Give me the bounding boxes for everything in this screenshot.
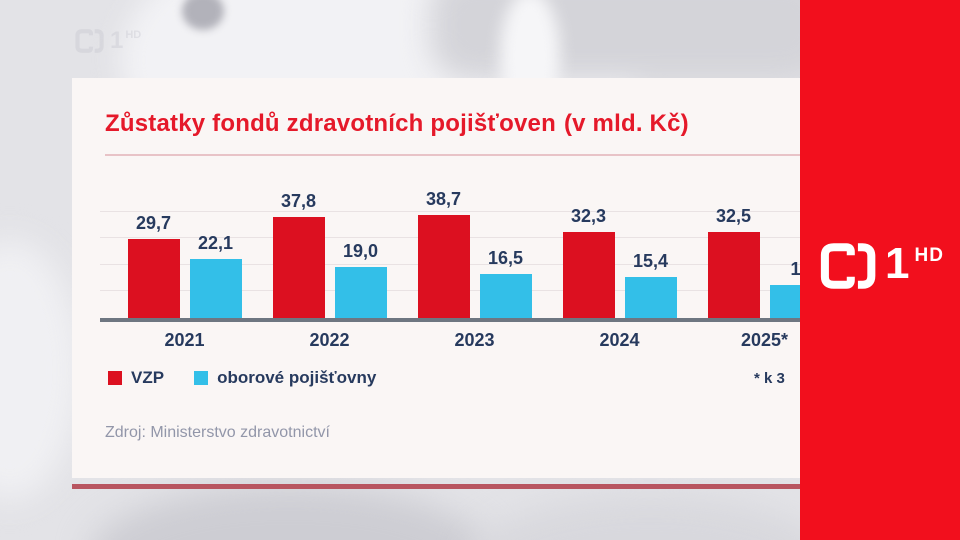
bar-value-label: 19,0 [342, 241, 379, 261]
year-label-2022: 2022 [309, 330, 350, 350]
bar-value-label: 22,1 [197, 233, 234, 253]
card-bottom-rule [72, 484, 838, 489]
year-label-2021: 2021 [164, 330, 205, 350]
bar-chart-plot: 29,7 22,1 37,8 19,0 38,7 16,5 32,3 15,4 32,5 1 [100, 164, 851, 322]
legend-swatch [108, 371, 122, 385]
year-label-2023: 2023 [454, 330, 495, 350]
bar-group-2024: 32,3 15,4 [547, 206, 692, 318]
legend-label: VZP [131, 368, 165, 387]
bar-wrap: 22,1 [189, 233, 242, 318]
bar-vzp-2023 [417, 215, 470, 318]
bar-group-2023: 38,7 16,5 [402, 189, 547, 318]
year-label-2024: 2024 [599, 330, 640, 350]
background-map-shape [90, 486, 490, 540]
bar-wrap: 19,0 [334, 241, 387, 318]
chart-title-unit: (v mld. Kč) [563, 110, 689, 137]
bar-value-label: 32,3 [570, 206, 607, 226]
title-underline [105, 154, 838, 156]
chart-title: Zůstatky fondů zdravotních pojišťoven (v … [105, 110, 689, 138]
chart-title-text: Zůstatky fondů zdravotních pojišťoven [105, 110, 556, 137]
chart-card: Zůstatky fondů zdravotních pojišťoven (v … [72, 78, 851, 478]
legend-item: VZP [108, 368, 164, 388]
bar-value-label: 15,4 [632, 251, 669, 271]
bar-oborove-2021 [189, 259, 242, 318]
bar-oborove-2023 [479, 274, 532, 318]
bar-value-label: 37,8 [280, 191, 317, 211]
watermark-hd-label: HD [125, 29, 142, 41]
x-axis-baseline [100, 318, 851, 322]
bar-group-2022: 37,8 19,0 [257, 191, 402, 318]
watermark-channel-number: 1 [110, 27, 124, 54]
background-map-shape [0, 240, 80, 500]
bar-wrap: 38,7 [417, 189, 470, 318]
gridline-10 [100, 290, 851, 292]
gridline-20 [100, 263, 851, 265]
legend-label: oborové pojišťovny [217, 368, 377, 387]
chart-legend: VZP oborové pojišťovny [108, 368, 376, 388]
gridline-40 [100, 210, 851, 212]
bar-oborove-2022 [334, 267, 387, 318]
legend-swatch [194, 371, 209, 385]
bar-vzp-2022 [272, 217, 325, 318]
bar-vzp-2024 [562, 232, 615, 318]
year-label-2025*: 2025* [740, 330, 789, 350]
bar-oborove-2024 [624, 277, 677, 318]
bar-vzp-2021 [127, 239, 180, 318]
hd-badge: HD [914, 245, 944, 266]
background-map-shape [470, 496, 830, 540]
channel-number: 1 [885, 239, 910, 288]
bar-wrap: 15,4 [624, 251, 677, 318]
channel-watermark: 1 HD [73, 28, 141, 59]
bar-value-label: 1 [790, 259, 801, 279]
legend-item: oborové pojišťovny [194, 368, 376, 388]
background-map-shape [430, 0, 830, 80]
bar-vzp-2025* [707, 232, 760, 318]
ct-logo-icon [819, 241, 879, 296]
gridline-30 [100, 237, 851, 239]
bar-value-label: 38,7 [425, 189, 462, 209]
bar-wrap: 16,5 [479, 248, 532, 318]
background-map-shape [182, 0, 224, 30]
bar-value-label: 29,7 [135, 213, 172, 233]
chart-footnote: * k 3 [754, 370, 785, 387]
bar-wrap: 37,8 [272, 191, 325, 318]
bar-value-label: 32,5 [715, 206, 752, 226]
bar-value-label: 16,5 [487, 248, 524, 268]
bar-wrap: 32,5 [707, 206, 760, 318]
bar-wrap: 29,7 [127, 213, 180, 318]
channel-band: 1 HD [800, 0, 960, 540]
bar-group-2021: 29,7 22,1 [112, 213, 257, 318]
ct-logo-icon [73, 28, 107, 59]
channel-bug: 1 HD [819, 241, 944, 296]
chart-source: Zdroj: Ministerstvo zdravotnictví [105, 424, 330, 441]
x-axis-labels: 2021 2022 2023 2024 2025* [112, 330, 837, 352]
bar-wrap: 32,3 [562, 206, 615, 318]
